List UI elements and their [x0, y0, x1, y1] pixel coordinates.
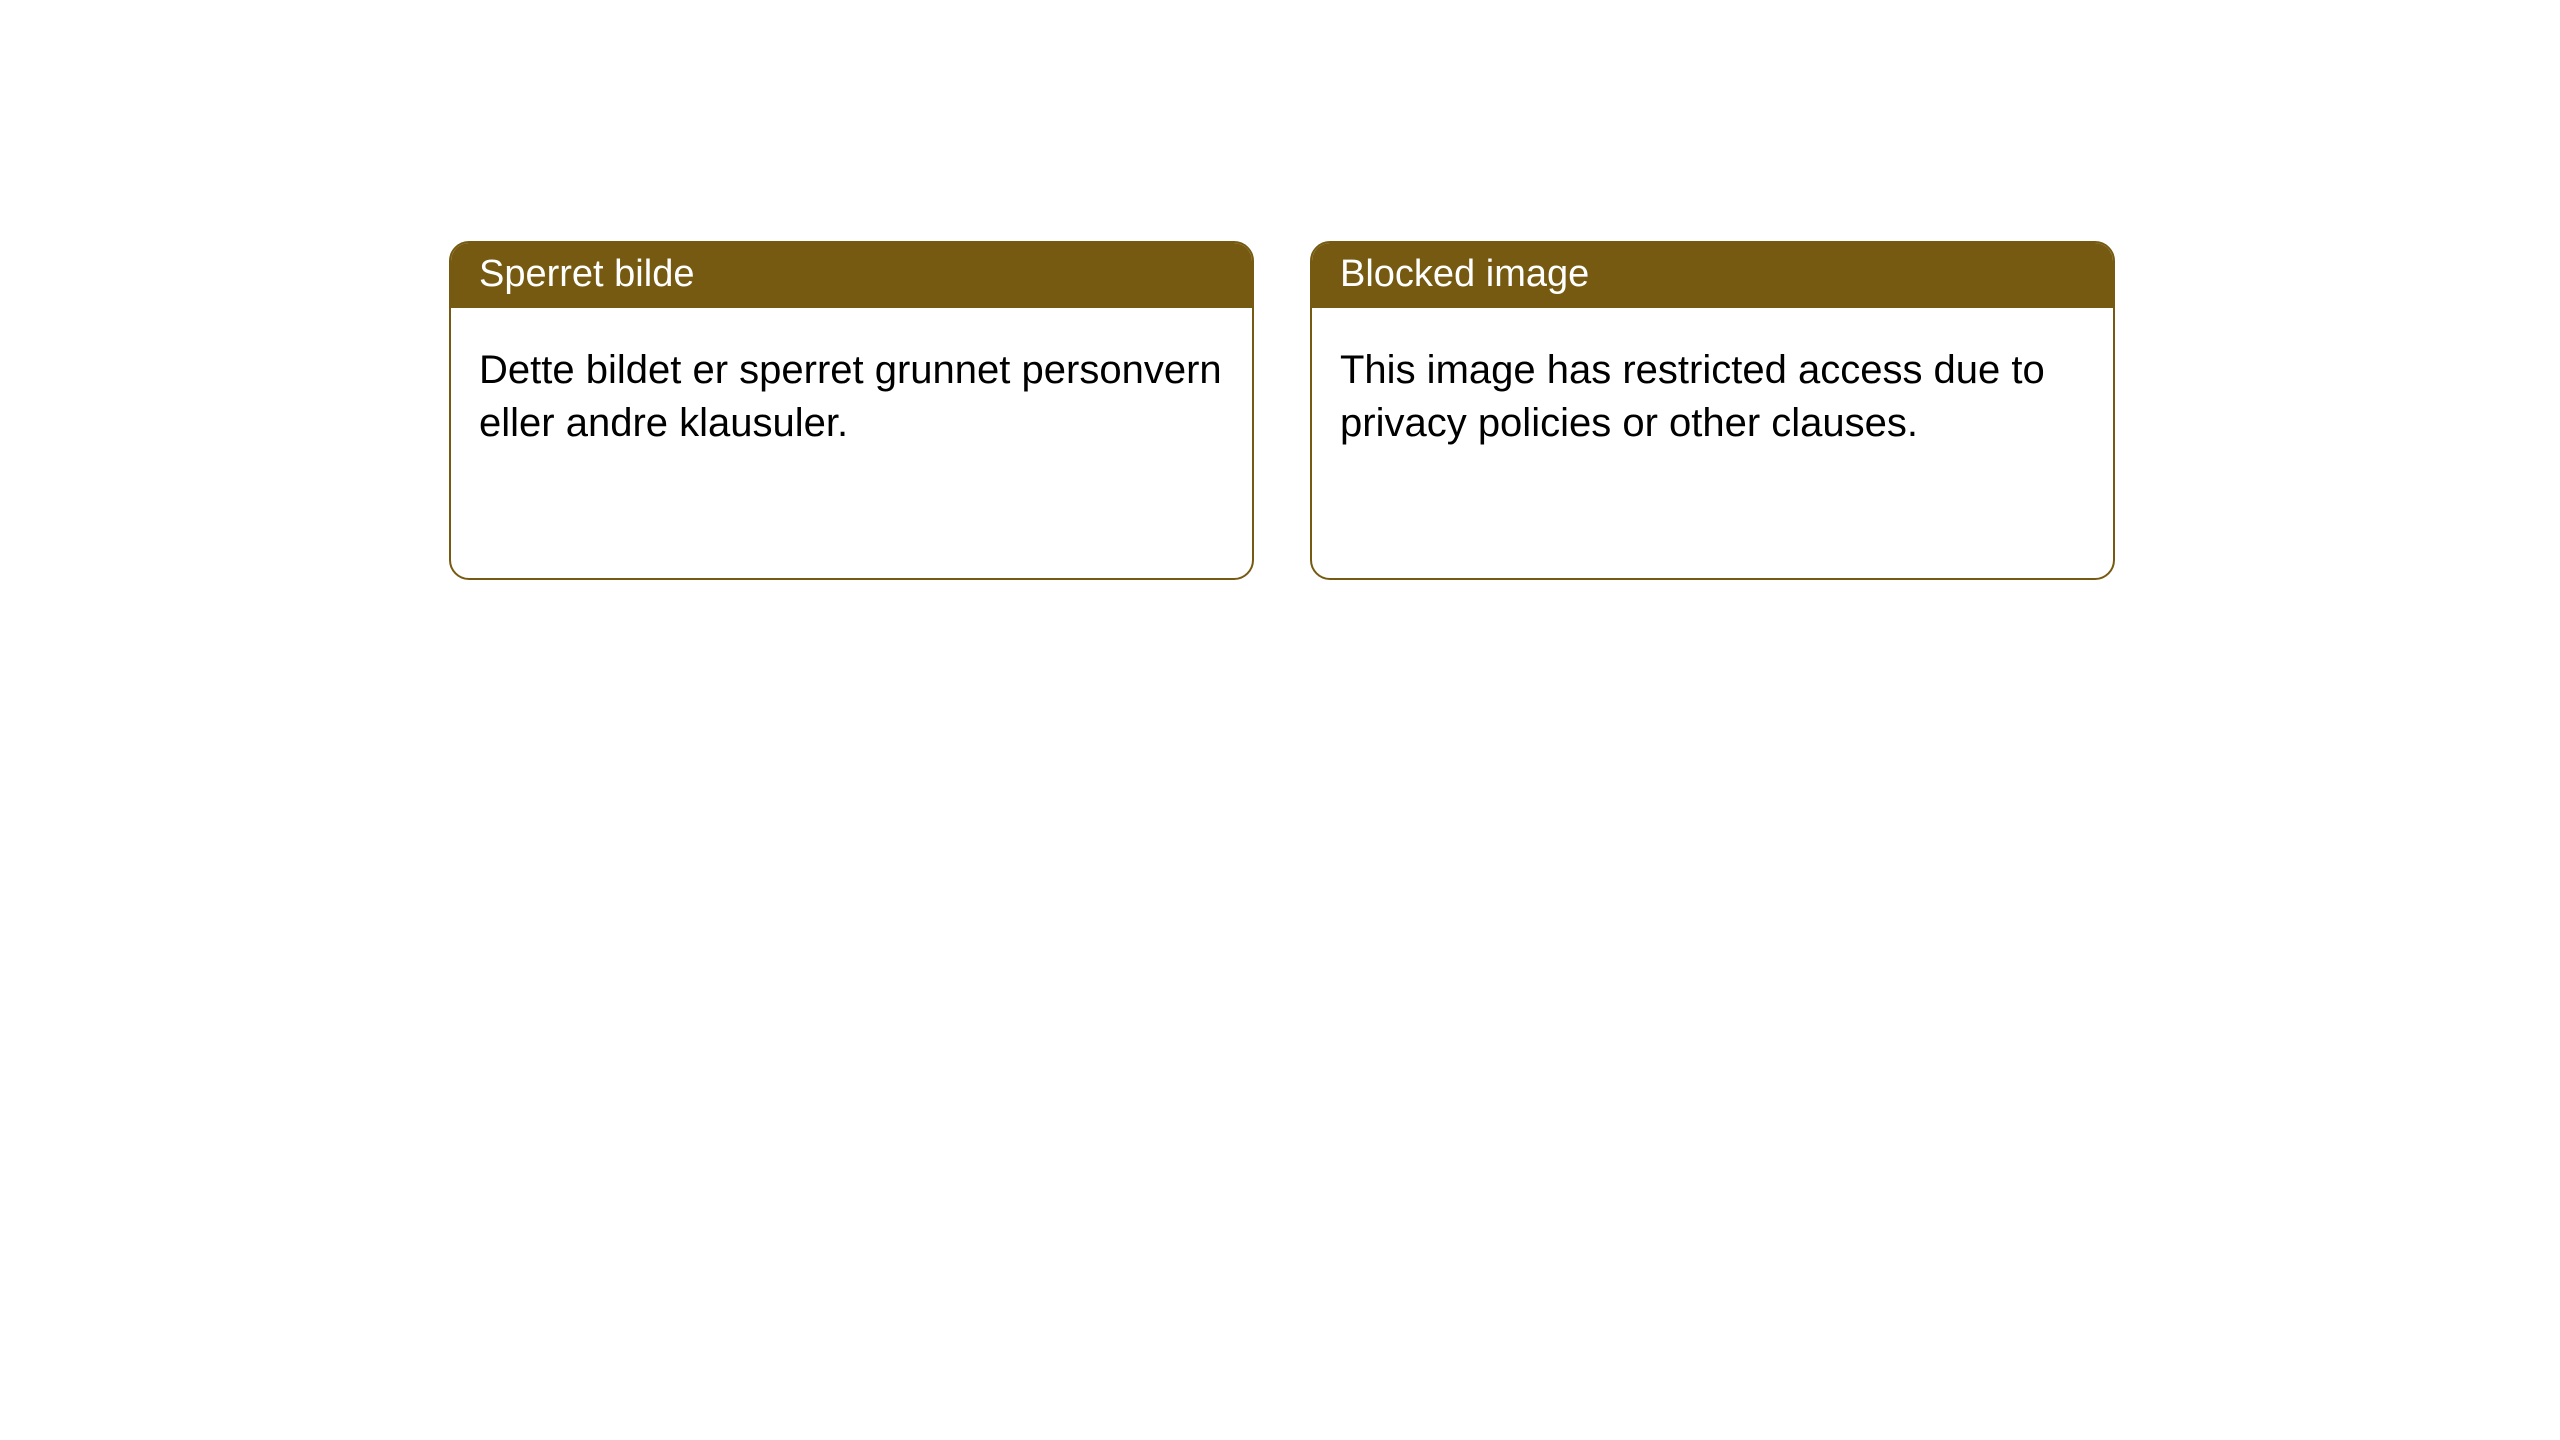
blocked-image-card-english: Blocked image This image has restricted …	[1310, 241, 2115, 580]
card-header: Blocked image	[1312, 243, 2113, 308]
card-title: Blocked image	[1340, 253, 1589, 295]
card-title: Sperret bilde	[479, 253, 694, 295]
card-header: Sperret bilde	[451, 243, 1252, 308]
cards-container: Sperret bilde Dette bildet er sperret gr…	[449, 241, 2115, 580]
card-body: This image has restricted access due to …	[1312, 308, 2113, 578]
card-body-text: This image has restricted access due to …	[1340, 348, 2045, 445]
card-body: Dette bildet er sperret grunnet personve…	[451, 308, 1252, 578]
blocked-image-card-norwegian: Sperret bilde Dette bildet er sperret gr…	[449, 241, 1254, 580]
card-body-text: Dette bildet er sperret grunnet personve…	[479, 348, 1222, 445]
